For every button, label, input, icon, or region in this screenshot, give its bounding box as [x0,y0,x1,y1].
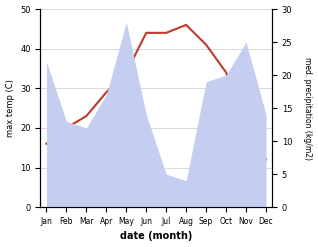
Y-axis label: med. precipitation (kg/m2): med. precipitation (kg/m2) [303,57,313,160]
Y-axis label: max temp (C): max temp (C) [5,79,15,137]
X-axis label: date (month): date (month) [120,231,192,242]
